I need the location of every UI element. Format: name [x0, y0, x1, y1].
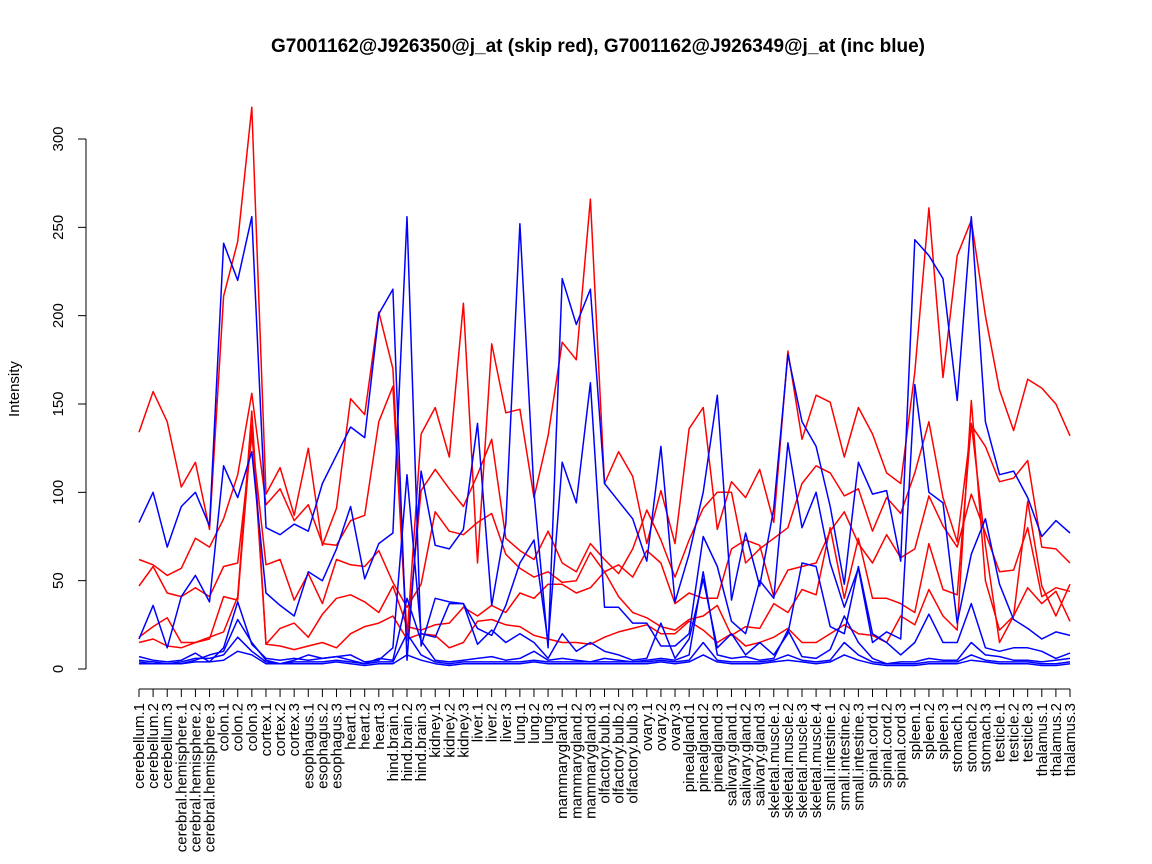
x-tick-label: mammarygland.1: [554, 703, 571, 819]
x-tick-label: small.intestine.1: [822, 703, 839, 811]
y-tick-label: 200: [50, 303, 67, 328]
inc-series-line-11: [139, 650, 1071, 667]
x-tick-label: lung.2: [526, 703, 543, 744]
x-tick-label: spleen.1: [907, 703, 924, 760]
x-tick-label: ovary.2: [653, 703, 670, 751]
skip-series-line-4: [138, 422, 1071, 646]
x-tick-label: thalamus.1: [1034, 703, 1051, 776]
x-tick-label: skeletal.muscle.1: [766, 703, 783, 818]
x-tick-label: stomach.1: [949, 703, 966, 772]
x-tick-label: kidney.3: [455, 703, 472, 758]
x-tick-label: skeletal.muscle.2: [780, 703, 797, 818]
x-tick-label: mammarygland.3: [582, 703, 599, 819]
skip-series-line-5: [138, 399, 1071, 651]
x-tick-label: spinal.cord.1: [865, 703, 882, 788]
y-tick-label: 100: [50, 480, 67, 505]
skip-series-line-3: [138, 435, 1071, 608]
x-tick-label: olfactory.bulb.3: [625, 703, 642, 804]
inc-series-line-10: [138, 632, 1071, 665]
x-tick-label: kidney.1: [427, 703, 444, 758]
inc-series-line-8: [138, 473, 1071, 663]
x-tick-label: olfactory.bulb.1: [597, 703, 614, 804]
x-tick-label: spinal.cord.3: [893, 703, 910, 788]
x-tick-label: cerebral.hemisphere.3: [202, 703, 219, 852]
x-tick-label: testicle.2: [1006, 703, 1023, 762]
x-tick-label: olfactory.bulb.2: [611, 703, 628, 804]
x-tick-label: testicle.3: [1020, 703, 1037, 762]
x-tick-label: pinealgland.2: [695, 703, 712, 792]
x-tick-label: salivary.gland.3: [752, 703, 769, 806]
chart-title: G7001162@J926350@j_at (skip red), G70011…: [271, 36, 925, 57]
x-tick-label: spleen.2: [921, 703, 938, 760]
x-tick-label: ovary.1: [639, 703, 656, 751]
x-tick-label: small.intestine.3: [850, 703, 867, 811]
x-tick-label: liver.3: [498, 703, 515, 742]
inc-series-line-6: [138, 215, 1071, 661]
x-tick-label: kidney.2: [441, 703, 458, 758]
x-tick-label: heart.3: [371, 703, 388, 750]
x-tick-label: spinal.cord.2: [879, 703, 896, 788]
x-tick-label: hind.brain.1: [385, 703, 402, 781]
y-tick-label: 150: [50, 391, 67, 416]
x-axis: cerebellum.1cerebellum.2cerebellum.3cere…: [131, 688, 1079, 852]
x-tick-label: thalamus.3: [1062, 703, 1079, 776]
x-tick-label: heart.2: [357, 703, 374, 750]
skip-series-line-2: [138, 385, 1071, 642]
y-tick-label: 250: [50, 215, 67, 240]
x-tick-label: cerebral.hemisphere.1: [173, 703, 190, 852]
x-tick-label: mammarygland.2: [568, 703, 585, 819]
y-axis: 0 50 100 150 200 250 300: [50, 126, 87, 673]
x-tick-label: cerebellum.1: [131, 703, 148, 789]
x-tick-label: hind.brain.2: [399, 703, 416, 781]
x-tick-label: cortex.3: [286, 703, 303, 756]
x-tick-label: cortex.2: [272, 703, 289, 756]
x-tick-label: pinealgland.1: [681, 703, 698, 792]
x-tick-label: cerebral.hemisphere.2: [187, 703, 204, 852]
x-tick-label: colon.2: [230, 703, 247, 751]
series-group: [138, 106, 1071, 667]
y-tick-label: 50: [50, 572, 67, 589]
x-tick-label: cerebellum.3: [159, 703, 176, 789]
inc-series-line-9: [138, 571, 1071, 665]
x-tick-label: lung.3: [540, 703, 557, 744]
skip-series-line-1: [138, 106, 1071, 638]
y-tick-label: 0: [50, 665, 67, 673]
x-tick-label: esophagus.2: [314, 703, 331, 789]
x-tick-label: spleen.3: [935, 703, 952, 760]
x-tick-label: stomach.2: [963, 703, 980, 772]
x-tick-label: salivary.gland.2: [738, 703, 755, 806]
x-tick-label: lung.1: [512, 703, 529, 744]
x-tick-label: testicle.1: [991, 703, 1008, 762]
y-tick-label: 300: [50, 126, 67, 151]
x-tick-label: cerebellum.2: [145, 703, 162, 789]
x-tick-label: colon.1: [216, 703, 233, 751]
x-tick-label: liver.1: [470, 703, 487, 742]
x-tick-label: thalamus.2: [1048, 703, 1065, 776]
inc-series-line-7: [138, 215, 1071, 649]
x-tick-label: ovary.3: [667, 703, 684, 751]
x-tick-label: hind.brain.3: [413, 703, 430, 781]
x-tick-label: small.intestine.2: [836, 703, 853, 811]
x-tick-label: skeletal.muscle.3: [794, 703, 811, 818]
x-tick-label: heart.1: [343, 703, 360, 750]
x-tick-label: cortex.1: [258, 703, 275, 756]
x-tick-label: colon.3: [244, 703, 261, 751]
x-tick-label: stomach.3: [977, 703, 994, 772]
x-tick-label: salivary.gland.1: [723, 703, 740, 806]
x-tick-label: liver.2: [484, 703, 501, 742]
x-tick-label: skeletal.muscle.4: [808, 703, 825, 818]
x-tick-label: esophagus.3: [328, 703, 345, 789]
x-tick-label: esophagus.1: [300, 703, 317, 789]
x-tick-label: pinealgland.3: [709, 703, 726, 792]
y-axis-label: Intensity: [6, 361, 23, 417]
